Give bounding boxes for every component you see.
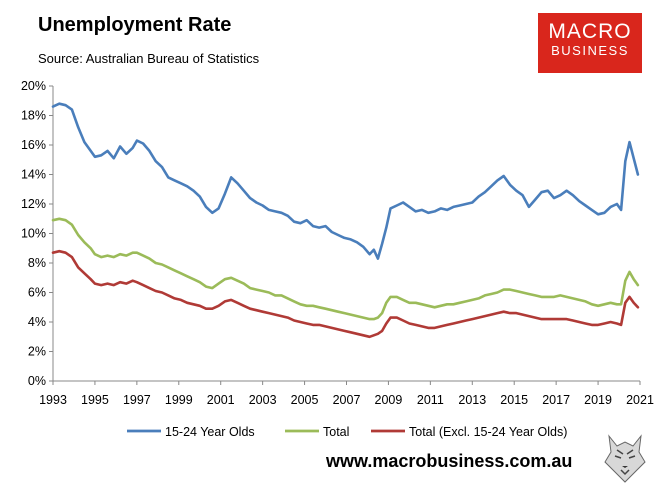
x-tick-label: 1993 <box>39 393 67 407</box>
x-tick-label: 2019 <box>584 393 612 407</box>
y-tick-label: 20% <box>21 79 46 93</box>
x-tick-label: 2007 <box>333 393 361 407</box>
y-tick-label: 16% <box>21 138 46 152</box>
y-tick-label: 2% <box>28 345 46 359</box>
x-tick-label: 1995 <box>81 393 109 407</box>
y-tick-label: 6% <box>28 286 46 300</box>
x-tick-label: 2001 <box>207 393 235 407</box>
y-tick-label: 12% <box>21 197 46 211</box>
x-tick-label: 2021 <box>626 393 654 407</box>
chart-subtitle: Source: Australian Bureau of Statistics <box>38 51 260 66</box>
y-tick-label: 10% <box>21 227 46 241</box>
x-tick-label: 2013 <box>458 393 486 407</box>
wolf-mascot-icon <box>604 434 646 483</box>
legend-label-0: 15-24 Year Olds <box>165 425 255 439</box>
x-axis: 1993 1995 1997 1999 2001 2003 2005 2007 2009 2011… <box>39 380 654 407</box>
legend-label-2: Total (Excl. 15-24 Year Olds) <box>409 425 567 439</box>
logo-line-1: MACRO <box>548 20 632 43</box>
y-tick-label: 18% <box>21 109 46 123</box>
x-tick-label: 1997 <box>123 393 151 407</box>
legend-label-1: Total <box>323 425 349 439</box>
x-tick-label: 2005 <box>291 393 319 407</box>
series-line-0 <box>51 102 640 260</box>
chart-legend: 15-24 Year Olds Total Total (Excl. 15-24 Y… <box>127 425 567 439</box>
y-axis: 0% 2% 4% 6% 8% 10% 12% 14% 16% 18% 20% <box>21 79 54 388</box>
y-tick-label: 4% <box>28 315 46 329</box>
x-tick-label: 2009 <box>375 393 403 407</box>
chart-title: Unemployment Rate <box>38 14 232 36</box>
x-tick-label: 2017 <box>542 393 570 407</box>
x-tick-label: 2011 <box>417 393 444 407</box>
y-tick-label: 14% <box>21 168 46 182</box>
y-tick-label: 0% <box>28 374 46 388</box>
x-tick-label: 2015 <box>500 393 528 407</box>
chart-series <box>51 102 640 339</box>
macrobusiness-logo: MACRO BUSINESS <box>538 13 642 73</box>
x-tick-label: 2003 <box>249 393 277 407</box>
x-tick-label: 1999 <box>165 393 193 407</box>
logo-line-2: BUSINESS <box>551 43 629 58</box>
series-line-1 <box>51 217 640 321</box>
y-tick-label: 8% <box>28 256 46 270</box>
footer-url: www.macrobusiness.com.au <box>326 451 573 471</box>
series-line-2 <box>51 249 640 339</box>
